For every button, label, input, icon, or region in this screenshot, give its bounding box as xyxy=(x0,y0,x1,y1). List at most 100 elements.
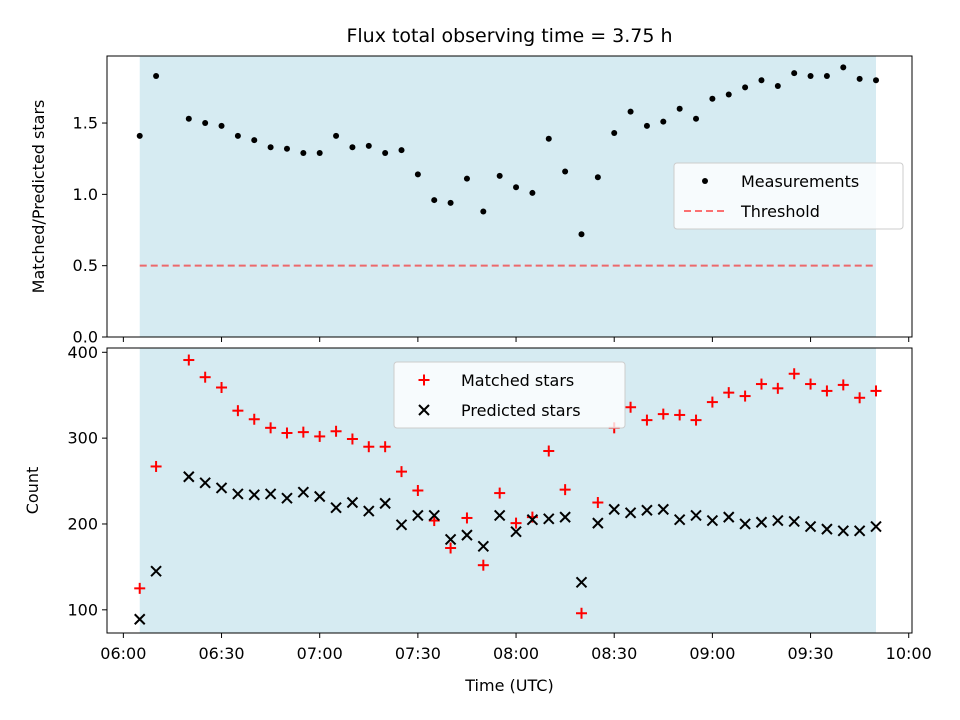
matched-stars-point xyxy=(412,485,424,496)
bottom-panel: 100 200 300 400 06:00 06:30 07:00 07:30 08:00 08… xyxy=(23,343,932,695)
matched-stars-point xyxy=(461,512,473,524)
top-x-ticks xyxy=(122,337,910,342)
matched-stars-point xyxy=(445,542,457,554)
measurement-point xyxy=(333,132,340,139)
predicted-stars-point xyxy=(444,533,457,546)
predicted-stars-point xyxy=(641,504,653,516)
predicted-stars-point xyxy=(281,492,293,504)
matched-stars-point xyxy=(248,413,260,425)
legend-matched-label: Matched stars xyxy=(461,371,574,390)
matched-stars-point xyxy=(134,582,146,594)
predicted-stars-point xyxy=(215,482,228,494)
measurement-point xyxy=(627,108,634,115)
measurement-point xyxy=(496,172,503,179)
matched-stars-point xyxy=(216,381,228,393)
measurement-point xyxy=(283,145,290,152)
measurement-point xyxy=(153,72,160,79)
bottom-ytick-label: 300 xyxy=(67,429,98,448)
predicted-stars-point xyxy=(853,525,866,537)
matched-stars-point xyxy=(330,425,342,437)
predicted-stars-point xyxy=(804,520,817,533)
matched-stars-point xyxy=(379,441,391,453)
predicted-stars-point xyxy=(395,519,408,531)
predicted-stars-point xyxy=(575,576,588,589)
predicted-stars-point xyxy=(477,540,490,553)
predicted-stars-point xyxy=(264,488,277,500)
bottom-ytick-label: 400 xyxy=(67,343,98,362)
matched-stars-point xyxy=(870,385,882,397)
measurement-point xyxy=(431,197,438,204)
predicted-stars-point xyxy=(412,509,424,522)
matched-stars-point xyxy=(150,460,162,472)
measurement-point xyxy=(840,64,847,71)
predicted-stars-point xyxy=(461,529,473,541)
xtick-label: 08:00 xyxy=(493,644,539,663)
matched-stars-point xyxy=(837,379,849,391)
top-y-axis-label: Matched/Predicted stars xyxy=(29,100,48,294)
measurement-point xyxy=(218,122,225,129)
legend-predicted-label: Predicted stars xyxy=(461,401,581,420)
predicted-stars-point xyxy=(821,523,833,535)
predicted-stars-point xyxy=(297,486,310,498)
legend-measurements-marker xyxy=(702,178,708,184)
predicted-stars-point xyxy=(706,514,719,527)
matched-stars-point xyxy=(559,484,571,496)
matched-stars-point xyxy=(510,517,522,529)
measurement-point xyxy=(202,120,209,127)
matched-stars-point xyxy=(363,441,375,453)
predicted-stars-point xyxy=(870,520,882,533)
measurement-point xyxy=(578,231,585,238)
measurement-point xyxy=(725,91,732,98)
xtick-label: 08:30 xyxy=(591,644,637,663)
top-axes-frame xyxy=(106,55,913,338)
matched-stars-point xyxy=(346,433,358,445)
matched-stars-point xyxy=(739,390,751,402)
measurement-point xyxy=(709,95,716,102)
measurement-point xyxy=(529,189,536,196)
predicted-stars-point xyxy=(510,525,522,538)
measurement-point xyxy=(480,208,487,215)
predicted-stars-point xyxy=(788,515,800,528)
xtick-label: 07:30 xyxy=(395,644,441,663)
predicted-stars-point xyxy=(772,514,784,527)
legend-matched-marker-glyph xyxy=(418,374,430,386)
predicted-stars-point xyxy=(673,513,686,526)
measurement-point xyxy=(807,72,814,79)
matched-stars-point xyxy=(297,426,309,438)
legend-matched-marker xyxy=(418,374,430,386)
measurement-point xyxy=(316,149,323,156)
predicted-stars-point xyxy=(183,471,195,483)
predicted-stars-point xyxy=(755,516,768,528)
matched-stars-point xyxy=(641,414,653,426)
matched-stars-point xyxy=(674,409,686,421)
measurement-point xyxy=(643,122,650,129)
matched-stars-point xyxy=(199,371,211,383)
measurement-point xyxy=(562,168,569,175)
predicted-stars-point xyxy=(739,518,751,530)
predicted-stars-point xyxy=(379,497,391,510)
matched-stars-point xyxy=(543,445,555,457)
top-panel: 0.0 0.5 1.0 1.5 Flux total observing time =… xyxy=(29,25,913,347)
measurement-point xyxy=(693,115,700,122)
predicted-stars-point xyxy=(559,511,571,523)
bottom-legend: Matched stars Predicted stars xyxy=(393,361,626,429)
measurement-point xyxy=(545,135,552,142)
matched-stars-point xyxy=(575,607,587,619)
measurement-point xyxy=(513,184,520,191)
matched-stars-point xyxy=(265,422,277,434)
predicted-stars-point xyxy=(428,509,440,522)
measurement-point xyxy=(873,77,880,84)
xtick-label: 09:00 xyxy=(689,644,735,663)
xtick-label: 09:30 xyxy=(788,644,834,663)
matched-stars-point xyxy=(428,515,440,527)
matched-stars-point xyxy=(706,396,718,408)
measurement-point xyxy=(758,77,765,84)
measurement-point xyxy=(463,175,470,182)
measurement-point xyxy=(234,132,241,139)
measurement-point xyxy=(300,149,307,156)
predicted-stars-point xyxy=(493,509,506,522)
measurement-point xyxy=(594,174,601,181)
predicted-stars-point xyxy=(837,525,849,537)
matched-stars-point xyxy=(821,385,833,397)
xtick-label: 06:30 xyxy=(198,644,244,663)
